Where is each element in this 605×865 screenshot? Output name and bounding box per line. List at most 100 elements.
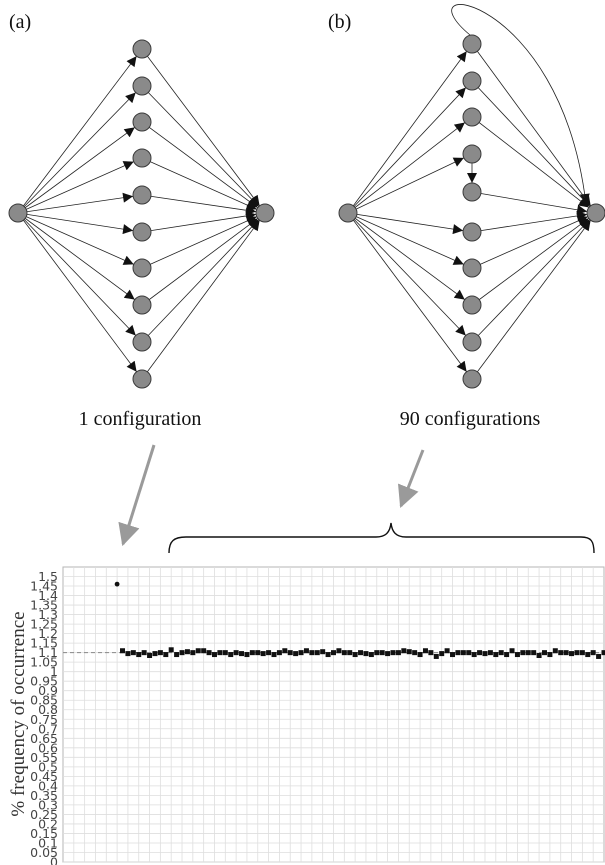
data-point [374, 650, 380, 656]
y-tick-label: 0.1 [38, 835, 58, 850]
edge-source-to-node [17, 212, 134, 265]
data-point [217, 650, 223, 656]
chart-area: 00.050.10.150.20.250.30.350.40.450.50.55… [8, 566, 605, 865]
data-point [601, 650, 605, 656]
y-tick-label: 1.2 [38, 626, 58, 641]
graph-node [462, 258, 482, 278]
data-point [271, 652, 277, 658]
data-point [509, 648, 515, 654]
y-tick-label: 0.85 [30, 693, 58, 708]
data-point [244, 652, 250, 658]
data-point [428, 650, 434, 656]
edge-node-to-sink [471, 116, 590, 208]
data-point [298, 650, 304, 656]
edge-source-to-node [347, 212, 464, 265]
data-point [547, 652, 553, 658]
data-point [125, 651, 131, 657]
panel-a-label: (a) [9, 11, 31, 33]
data-point [368, 652, 374, 658]
y-tick-label: 1.45 [30, 579, 58, 594]
data-point [141, 650, 147, 656]
graph-node [132, 258, 152, 278]
data-point [147, 653, 153, 658]
y-tick-label: 0 [50, 855, 58, 865]
data-point [293, 651, 299, 657]
data-point [487, 650, 493, 656]
graph-node [132, 76, 152, 96]
data-point [477, 650, 483, 656]
caption-1-configuration: 1 configuration [79, 408, 202, 430]
data-point [347, 650, 353, 656]
data-point [314, 650, 320, 656]
data-point [206, 650, 212, 656]
data-point [444, 648, 450, 654]
data-point [412, 650, 418, 656]
graph-node [132, 185, 152, 205]
data-point [471, 652, 477, 658]
y-tick-label: 0.55 [30, 750, 58, 765]
edge-source-to-node [17, 127, 135, 214]
data-point [325, 652, 331, 658]
y-tick-label: 0.7 [38, 721, 58, 736]
source-node [8, 203, 28, 223]
edge-source-to-node [17, 161, 134, 214]
data-point [157, 650, 163, 656]
edge-node-to-sink [141, 216, 257, 269]
y-tick-labels: 00.050.10.150.20.250.30.350.40.450.50.55… [30, 569, 58, 865]
data-point [574, 650, 580, 656]
edge-node-to-sink [141, 157, 257, 210]
edge-node-to-sink [141, 218, 259, 306]
data-point [163, 652, 169, 658]
data-point [239, 651, 245, 657]
graph-node [462, 222, 482, 242]
data-point [417, 652, 423, 658]
graph-node [462, 332, 482, 352]
vertical-grid [73, 567, 594, 862]
y-tick-label: 0.15 [30, 826, 58, 841]
data-point [174, 652, 180, 658]
edge-node-to-sink [471, 218, 590, 306]
callout-arrow-b [398, 449, 425, 509]
data-point [211, 652, 217, 658]
data-point [579, 650, 585, 656]
data-point [552, 648, 558, 654]
edge-source-to-node [17, 212, 134, 235]
data-point [433, 653, 439, 659]
data-point [558, 650, 564, 656]
edge-source-to-node [347, 212, 466, 300]
sink-node [255, 203, 275, 223]
y-tick-label: 1.35 [30, 598, 58, 613]
data-point [114, 581, 120, 587]
edge-arc-top-to-sink [451, 4, 590, 205]
edge-source-to-node [347, 157, 465, 214]
y-tick-label: 0.35 [30, 788, 58, 803]
data-point [514, 652, 520, 658]
data-point [336, 648, 342, 654]
edge-node-to-sink [471, 43, 591, 206]
edge-node-to-sink [141, 210, 257, 233]
graph-node [132, 148, 152, 168]
graph-node [462, 71, 482, 91]
data-point [303, 648, 309, 654]
y-tick-label: 0.8 [38, 702, 58, 717]
data-point [331, 650, 336, 656]
data-point [276, 650, 282, 656]
data-point [439, 651, 445, 657]
data-point [168, 647, 174, 653]
data-point [498, 650, 504, 656]
data-point [179, 650, 185, 656]
graph-node [132, 369, 152, 389]
edge-source-to-node [347, 87, 467, 214]
y-tick-label: 0.75 [30, 712, 58, 727]
edge-source-to-node [347, 212, 467, 336]
data-point [255, 650, 261, 656]
data-point [569, 651, 575, 657]
sink-node [586, 203, 605, 223]
graph-node [132, 39, 152, 59]
y-tick-label: 0.6 [38, 740, 58, 755]
y-tick-label: 1.4 [38, 588, 58, 603]
data-point [466, 650, 472, 656]
y-tick-label: 1.05 [30, 655, 58, 670]
graph-node [462, 295, 482, 315]
graph-node [462, 144, 482, 164]
